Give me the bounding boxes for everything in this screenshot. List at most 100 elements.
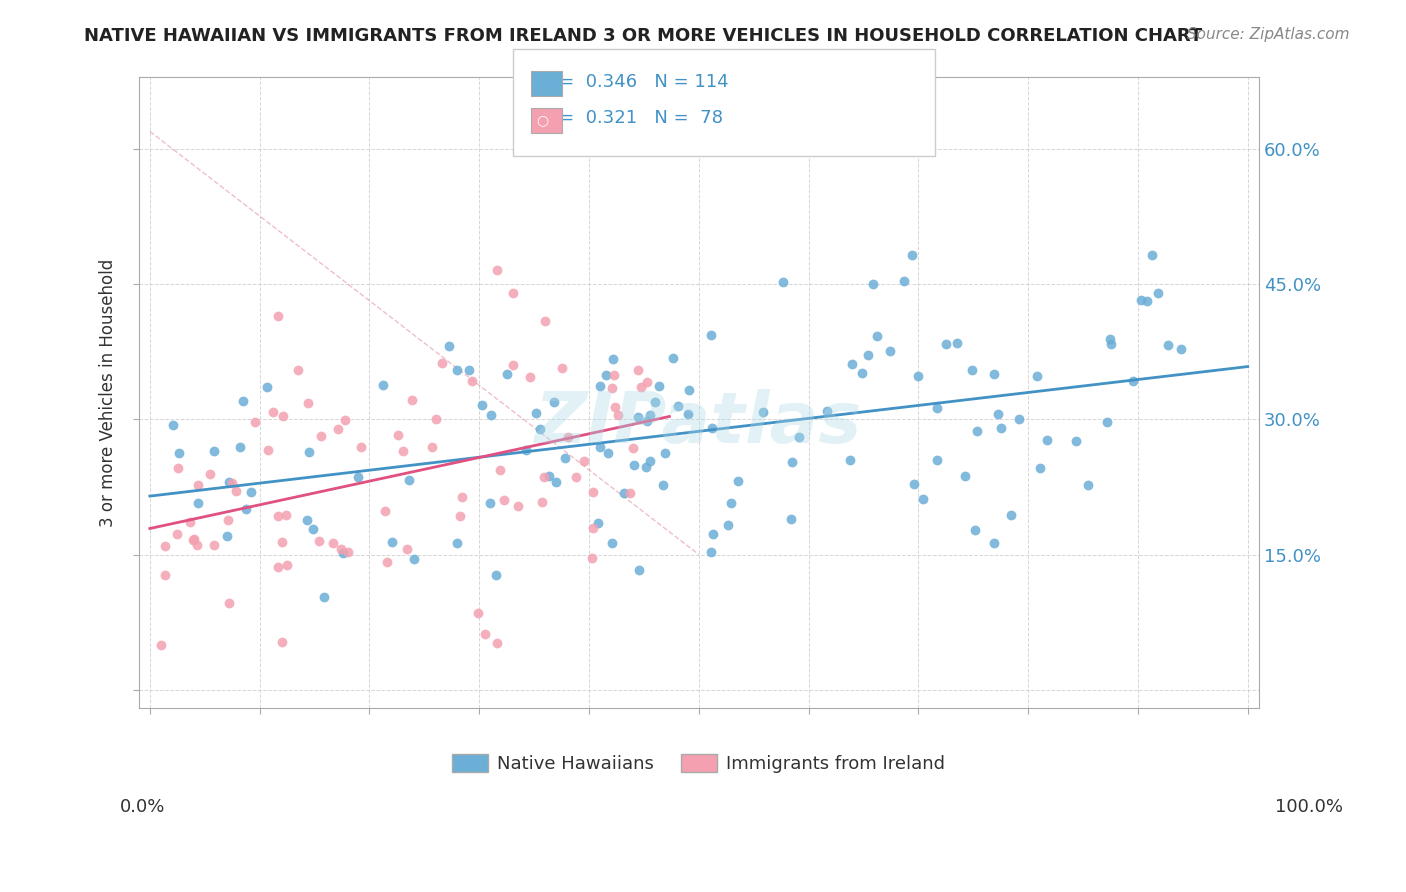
Point: [155, 539, 177, 553]
Point: [627, 409, 650, 424]
Point: [309, 429, 332, 443]
Text: R =  0.321   N =  78: R = 0.321 N = 78: [541, 109, 723, 127]
Point: [373, 378, 395, 392]
Point: [581, 551, 603, 566]
Point: [619, 485, 641, 500]
Point: [225, 483, 247, 498]
Point: [479, 408, 502, 422]
Point: [297, 396, 319, 410]
Point: [374, 503, 396, 517]
Point: [651, 478, 673, 492]
Point: [479, 496, 502, 510]
Point: [963, 524, 986, 538]
Text: R =  0.346   N = 114: R = 0.346 N = 114: [541, 73, 728, 91]
Point: [229, 440, 252, 454]
Point: [1156, 337, 1178, 351]
Point: [302, 522, 325, 536]
Point: [1147, 286, 1170, 301]
Point: [1000, 508, 1022, 522]
Point: [404, 552, 426, 566]
Point: [554, 450, 576, 465]
Point: [582, 485, 605, 500]
Point: [179, 515, 201, 529]
Point: [274, 508, 297, 523]
Point: [912, 491, 935, 506]
Point: [271, 634, 294, 648]
Point: [727, 474, 749, 488]
Point: [879, 344, 901, 359]
Point: [471, 398, 494, 412]
Point: [1076, 478, 1098, 492]
Point: [295, 513, 318, 527]
Point: [700, 421, 723, 435]
Point: [167, 461, 190, 475]
Point: [953, 468, 976, 483]
Point: [350, 440, 373, 454]
Point: [1130, 293, 1153, 307]
Point: [1099, 336, 1122, 351]
Point: [676, 407, 699, 421]
Point: [257, 442, 280, 457]
Point: [702, 527, 724, 541]
Point: [1025, 369, 1047, 384]
Point: [603, 368, 626, 382]
Point: [401, 393, 423, 408]
Point: [772, 276, 794, 290]
Point: [600, 535, 623, 549]
Point: [450, 490, 472, 504]
Point: [276, 558, 298, 572]
Point: [627, 363, 650, 377]
Point: [330, 542, 353, 557]
Point: [217, 512, 239, 526]
Point: [581, 521, 603, 535]
Point: [1142, 248, 1164, 262]
Point: [903, 476, 925, 491]
Point: [524, 406, 547, 420]
Point: [901, 248, 924, 262]
Point: [678, 383, 700, 397]
Point: [638, 408, 661, 422]
Point: [420, 440, 443, 454]
Point: [218, 596, 240, 610]
Point: [515, 443, 537, 458]
Point: [564, 470, 586, 484]
Point: [326, 422, 349, 436]
Point: [700, 328, 723, 343]
Point: [218, 475, 240, 489]
Point: [166, 526, 188, 541]
Text: ZIPatlas: ZIPatlas: [536, 390, 862, 458]
Point: [332, 547, 354, 561]
Point: [485, 263, 508, 277]
Point: [449, 509, 471, 524]
Point: [907, 368, 929, 383]
Point: [392, 444, 415, 458]
Point: [990, 421, 1012, 435]
Point: [862, 277, 884, 291]
Point: [893, 274, 915, 288]
Point: [243, 415, 266, 429]
Point: [461, 374, 484, 388]
Text: ○: ○: [537, 113, 548, 128]
Point: [648, 379, 671, 393]
Point: [596, 446, 619, 460]
Text: Source: ZipAtlas.com: Source: ZipAtlas.com: [1187, 27, 1350, 42]
Point: [488, 463, 510, 477]
Point: [841, 357, 863, 371]
Point: [636, 376, 658, 390]
Point: [495, 367, 517, 381]
Point: [267, 309, 290, 323]
Point: [546, 475, 568, 489]
Point: [644, 395, 666, 409]
Point: [779, 511, 801, 525]
Point: [256, 380, 278, 394]
Text: 0.0%: 0.0%: [120, 797, 165, 815]
Point: [186, 538, 208, 552]
Point: [621, 441, 644, 455]
Point: [446, 362, 468, 376]
Point: [1008, 412, 1031, 426]
Point: [638, 453, 661, 467]
Point: [960, 363, 983, 377]
Point: [787, 430, 810, 444]
Point: [533, 470, 555, 484]
Point: [506, 499, 529, 513]
